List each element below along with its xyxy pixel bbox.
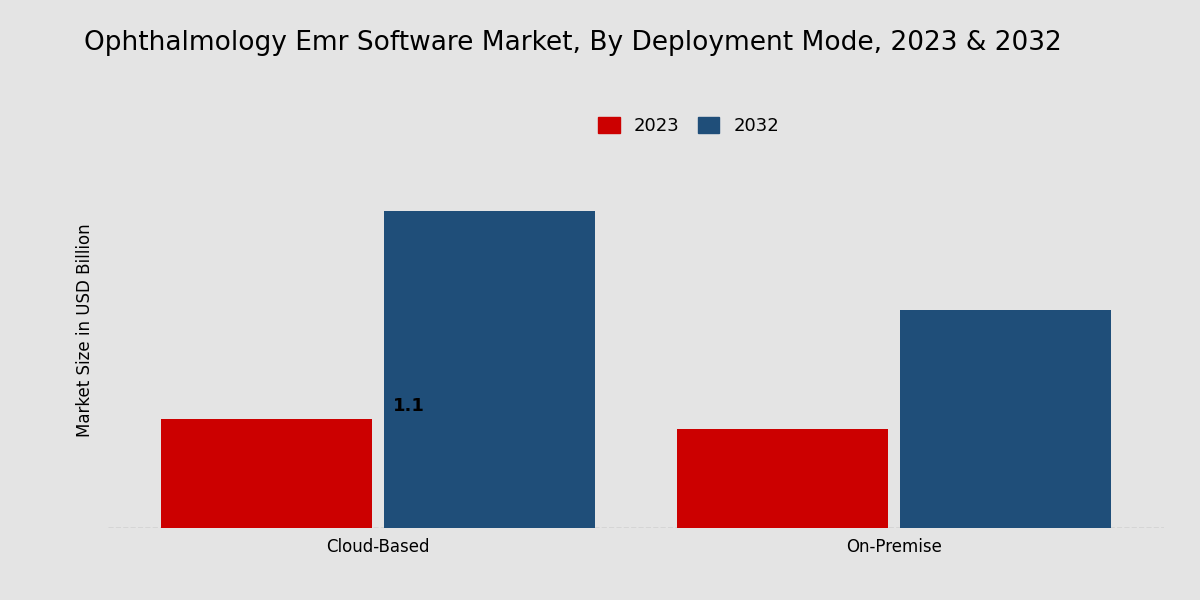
Bar: [384, 211, 595, 528]
Y-axis label: Market Size in USD Billion: Market Size in USD Billion: [76, 223, 94, 437]
Bar: [900, 310, 1111, 528]
Text: 1.1: 1.1: [394, 397, 425, 415]
Text: Ophthalmology Emr Software Market, By Deployment Mode, 2023 & 2032: Ophthalmology Emr Software Market, By De…: [84, 30, 1062, 56]
Bar: [677, 429, 888, 528]
Bar: [161, 419, 372, 528]
Legend: 2023, 2032: 2023, 2032: [590, 109, 787, 142]
